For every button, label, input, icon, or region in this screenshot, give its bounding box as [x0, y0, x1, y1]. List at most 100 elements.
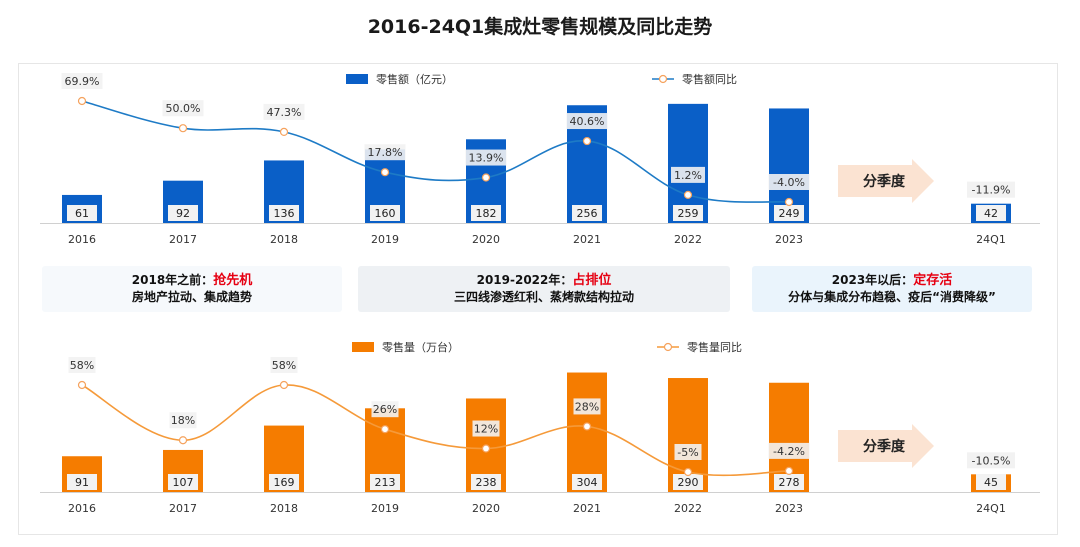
- top-yoy-point: [279, 127, 289, 136]
- bottom-yoy-label: 58%: [70, 359, 94, 372]
- stage-band-1: 2018年之前：抢先机 房地产拉动、集成趋势: [42, 266, 342, 312]
- top-bar-label-bg: [269, 205, 299, 221]
- top-bar-label-bg: [67, 205, 97, 221]
- top-yoy-label: 17.8%: [368, 146, 403, 159]
- stage-3-highlight: 定存活: [913, 273, 953, 288]
- top-yoy-label-bg: [162, 100, 204, 117]
- top-x-tick-label: 24Q1: [976, 233, 1006, 246]
- top-yoy-point: [784, 197, 794, 207]
- bottom-bar-label-bg: [269, 474, 299, 490]
- chart-title: 2016-24Q1集成灶零售规模及同比走势: [367, 16, 713, 38]
- bottom-x-tick-label: 2020: [472, 502, 500, 515]
- bottom-bar-value-label: 238: [476, 476, 497, 489]
- bottom-yoy-label-bg: [68, 357, 96, 373]
- top-yoy-label: 50.0%: [166, 102, 201, 115]
- top-bar-value-label: 259: [678, 207, 699, 220]
- top-yoy-label-bg: [671, 166, 705, 183]
- bottom-yoy-point: [380, 425, 390, 434]
- bottom-bar-label-bg: [370, 474, 400, 490]
- top-bar-label-bg: [976, 205, 1006, 221]
- top-bar-label-bg: [370, 205, 400, 221]
- bottom-bar-value-label: 169: [274, 476, 295, 489]
- bottom-bar-value-label: 304: [577, 476, 598, 489]
- top-yoy-label-bg: [768, 174, 810, 190]
- top-yoy-label-bg: [263, 103, 305, 120]
- bottom-bar-value-label: 45: [984, 476, 998, 489]
- top-x-tick-label: 2018: [270, 233, 298, 246]
- top-yoy-point: [178, 124, 188, 133]
- top-quarter-arrow: [838, 159, 934, 203]
- top-yoy-label-bg: [967, 181, 1015, 198]
- bottom-bar-value-label: 213: [375, 476, 396, 489]
- bottom-legend-line-marker: [663, 342, 673, 352]
- top-bar-label-bg: [471, 205, 501, 221]
- bottom-legend-bar-swatch: [352, 342, 374, 352]
- bottom-yoy-label: -4.2%: [773, 445, 805, 458]
- bottom-bar-label-bg: [67, 474, 97, 490]
- top-x-tick-label: 2020: [472, 233, 500, 246]
- bottom-yoy-label: 58%: [272, 359, 296, 372]
- bottom-bar-label-bg: [673, 474, 703, 490]
- bottom-bar-label-bg: [774, 474, 804, 490]
- stage-2-desc: 三四线渗透红利、蒸烤款结构拉动: [453, 290, 634, 304]
- top-yoy-point: [683, 190, 693, 199]
- top-bar-value-label: 160: [375, 207, 396, 220]
- stage-band-3: 2023年以后：定存活 分体与集成分布趋稳、疫后“消费降级”: [752, 266, 1032, 312]
- bottom-x-tick-label: 2018: [270, 502, 298, 515]
- top-yoy-label: 13.9%: [469, 152, 504, 165]
- stage-1-prefix: 2018年之前：: [131, 273, 214, 287]
- top-yoy-point: [481, 173, 491, 182]
- top-bar-value-label: 249: [779, 207, 800, 220]
- top-yoy-label-bg: [364, 144, 406, 161]
- bottom-yoy-point: [683, 467, 693, 477]
- top-yoy-label: 40.6%: [570, 115, 605, 128]
- bottom-yoy-label: 12%: [474, 423, 498, 436]
- top-yoy-label: 69.9%: [65, 75, 100, 88]
- top-yoy-label: -4.0%: [773, 176, 805, 189]
- bottom-x-tick-label: 2021: [573, 502, 601, 515]
- stage-3-prefix: 2023年以后：: [831, 273, 914, 287]
- bottom-bar-label-bg: [471, 474, 501, 490]
- bottom-yoy-point: [77, 380, 87, 390]
- bottom-yoy-label-bg: [169, 412, 197, 429]
- top-legend-bar-label: 零售额（亿元）: [376, 72, 453, 86]
- top-yoy-label: 47.3%: [267, 106, 302, 119]
- bottom-bar: [567, 372, 607, 492]
- top-yoy-line: [81, 100, 790, 203]
- stage-band-2: 2019-2022年：占排位 三四线渗透红利、蒸烤款结构拉动: [358, 266, 730, 312]
- bottom-yoy-point: [178, 436, 188, 445]
- top-bar-value-label: 182: [476, 207, 497, 220]
- top-x-tick-label: 2017: [169, 233, 197, 246]
- stage-1-highlight: 抢先机: [213, 273, 253, 288]
- bottom-bar-label-bg: [572, 474, 602, 490]
- stage-3-desc: 分体与集成分布趋稳、疫后“消费降级”: [788, 290, 996, 304]
- bottom-x-tick-label: 2019: [371, 502, 399, 515]
- bottom-yoy-point: [279, 380, 289, 390]
- bottom-yoy-label-bg: [472, 420, 500, 437]
- top-bar-label-bg: [572, 205, 602, 221]
- bottom-yoy-label-bg: [768, 442, 810, 459]
- bottom-quarter-arrow: [838, 424, 934, 468]
- top-x-tick-label: 2016: [68, 233, 96, 246]
- top-legend-bar-swatch: [346, 74, 368, 84]
- bottom-yoy-point: [582, 422, 592, 431]
- bottom-yoy-label: 28%: [575, 400, 599, 413]
- top-x-tick-label: 2022: [674, 233, 702, 246]
- top-x-tick-label: 2019: [371, 233, 399, 246]
- top-bar: [668, 103, 708, 223]
- bottom-yoy-point: [784, 466, 794, 475]
- top-yoy-label: 1.2%: [674, 169, 702, 182]
- bottom-bar-value-label: 278: [779, 476, 800, 489]
- bottom-yoy-label-bg: [674, 444, 702, 460]
- bottom-x-tick-label: 2016: [68, 502, 96, 515]
- bottom-yoy-label: -5%: [677, 446, 698, 459]
- bottom-bar-label-bg: [976, 474, 1006, 490]
- bottom-legend-line-label: 零售量同比: [687, 340, 742, 354]
- top-legend-line-marker: [658, 74, 668, 84]
- bottom-x-tick-label: 2017: [169, 502, 197, 515]
- bottom-yoy-label-bg: [573, 398, 601, 415]
- top-bar-value-label: 92: [176, 207, 190, 220]
- bottom-x-tick-label: 2022: [674, 502, 702, 515]
- bottom-bar-label-bg: [168, 474, 198, 490]
